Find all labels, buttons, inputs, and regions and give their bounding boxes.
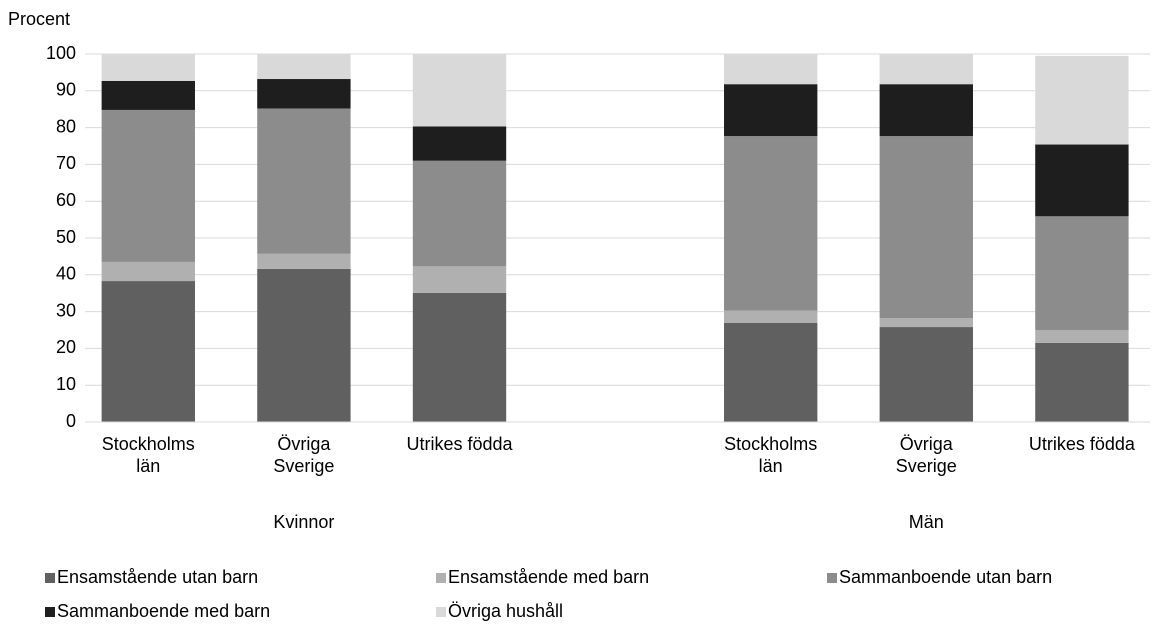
y-tick-label: 0 bbox=[66, 411, 76, 431]
legend-label: Ensamstående med barn bbox=[448, 567, 649, 587]
x-tick-label: Stockholms län bbox=[724, 434, 818, 476]
y-tick-label: 100 bbox=[46, 43, 76, 63]
bar-segment bbox=[1035, 330, 1129, 343]
y-tick-label: 70 bbox=[56, 153, 76, 173]
bar-segment bbox=[1035, 55, 1129, 145]
x-tick-label: Övriga Sverige bbox=[895, 434, 957, 476]
legend-swatch bbox=[827, 573, 837, 583]
bar-segment bbox=[412, 292, 507, 422]
bar-segment bbox=[101, 281, 195, 422]
legend-label: Sammanboende med barn bbox=[57, 601, 270, 621]
legend-label: Sammanboende utan barn bbox=[839, 567, 1052, 587]
y-tick-label: 80 bbox=[56, 116, 76, 136]
bar-segment bbox=[879, 327, 973, 422]
y-tick-label: 40 bbox=[56, 264, 76, 284]
bar-segment bbox=[257, 79, 351, 109]
bar-segment bbox=[412, 160, 507, 267]
bar-segment bbox=[257, 108, 351, 254]
legend-swatch bbox=[45, 607, 55, 617]
bar-segment bbox=[412, 54, 507, 127]
legend-swatch bbox=[436, 607, 446, 617]
x-tick-label: Utrikes födda bbox=[1028, 434, 1135, 454]
x-tick-label: Övriga Sverige bbox=[273, 434, 335, 476]
bar-segment bbox=[879, 84, 973, 137]
bar-segment bbox=[101, 80, 195, 110]
bar-segment bbox=[879, 54, 973, 85]
bar-segment bbox=[879, 136, 973, 319]
x-tick-label: Stockholms län bbox=[101, 434, 195, 476]
x-tick-label: Utrikes födda bbox=[406, 434, 513, 454]
bar-segment bbox=[724, 84, 818, 137]
bar-segment bbox=[101, 261, 195, 282]
bar-segment bbox=[101, 109, 195, 262]
legend-label: Ensamstående utan barn bbox=[57, 567, 258, 587]
bar-segment bbox=[1035, 342, 1129, 422]
bar-segment bbox=[1035, 144, 1129, 217]
bar-segment bbox=[412, 266, 507, 293]
bar-segment bbox=[257, 268, 351, 422]
bar-segment bbox=[724, 310, 818, 324]
legend-swatch bbox=[436, 573, 446, 583]
bar-segment bbox=[724, 54, 818, 85]
bar-segment bbox=[257, 54, 351, 80]
y-tick-label: 60 bbox=[56, 190, 76, 210]
y-tick-label: 30 bbox=[56, 300, 76, 320]
group-label: Män bbox=[908, 512, 944, 532]
y-tick-label: 20 bbox=[56, 337, 76, 357]
bar-segment bbox=[1035, 216, 1129, 330]
y-tick-label: 10 bbox=[56, 374, 76, 394]
bar-segment bbox=[412, 126, 507, 161]
bar-segment bbox=[879, 318, 973, 328]
bar-segment bbox=[101, 54, 195, 81]
y-tick-label: 90 bbox=[56, 80, 76, 100]
y-tick-label: 50 bbox=[56, 227, 76, 247]
group-label: Kvinnor bbox=[273, 512, 335, 532]
y-axis-label: Procent bbox=[8, 9, 70, 29]
bar-segment bbox=[724, 136, 818, 311]
legend-label: Övriga hushåll bbox=[448, 601, 563, 621]
bar-segment bbox=[257, 253, 351, 269]
bar-segment bbox=[724, 323, 818, 422]
legend-swatch bbox=[45, 573, 55, 583]
